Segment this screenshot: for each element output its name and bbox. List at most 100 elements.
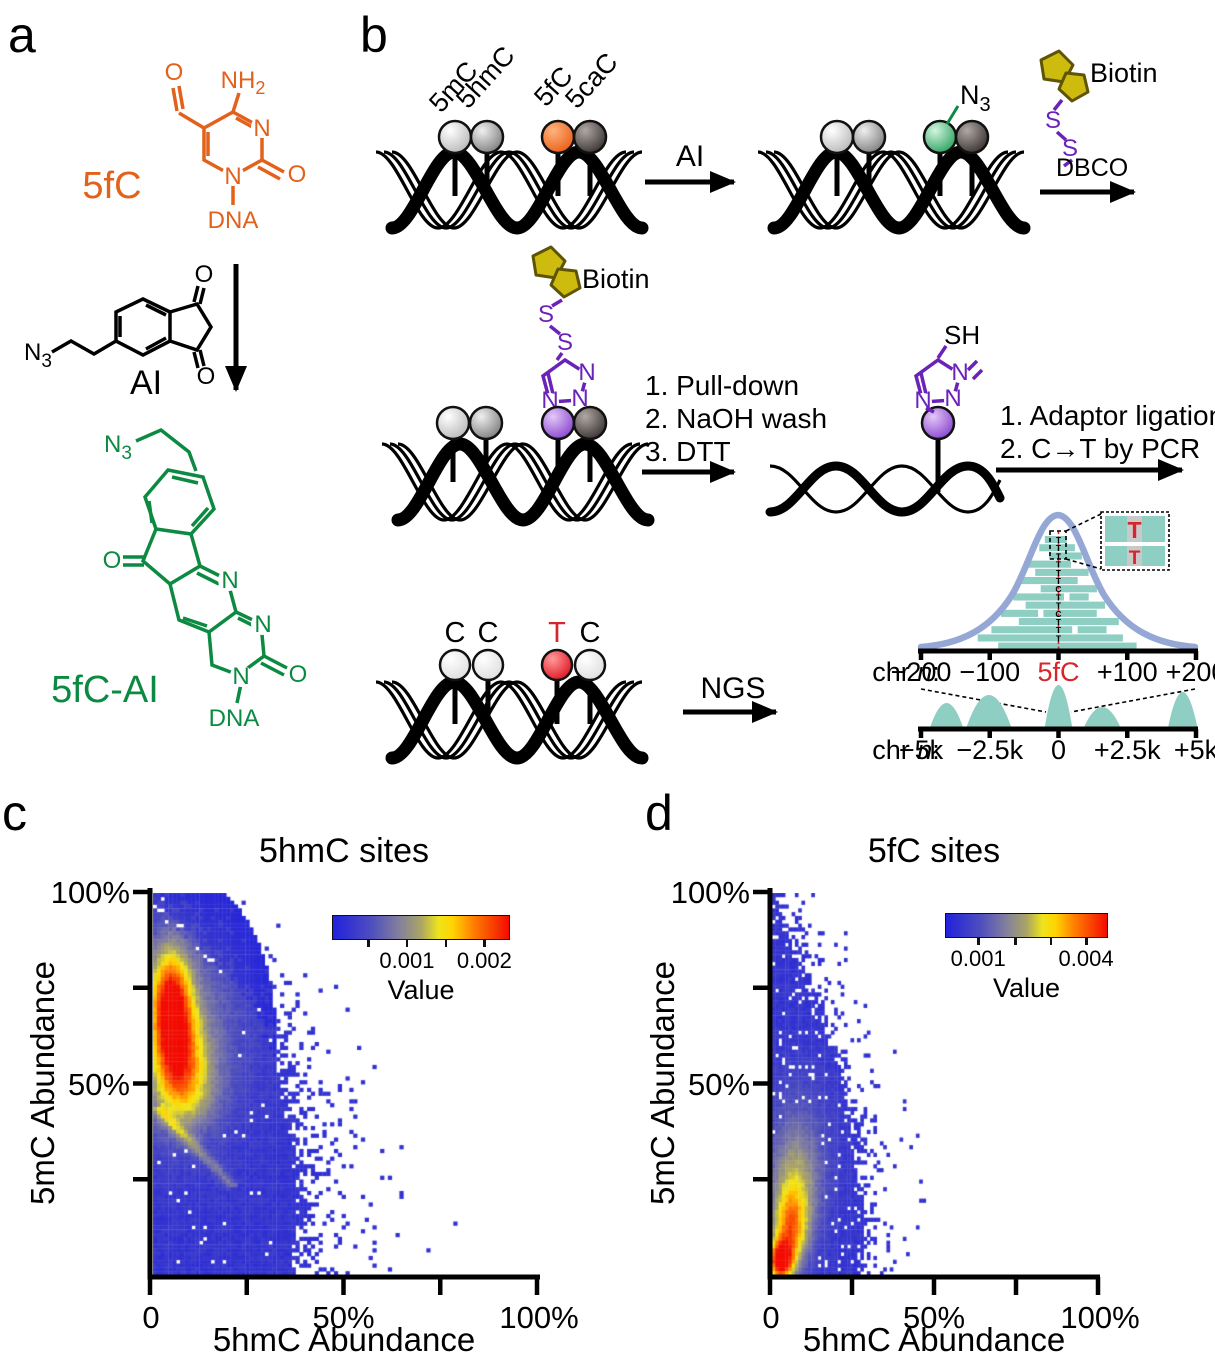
- molecule-name-ai: AI: [130, 364, 162, 402]
- step-adaptor: 1. Adaptor ligation: [1000, 400, 1215, 431]
- y-tick-50: 50%: [688, 1067, 750, 1102]
- n-atom: N: [254, 611, 271, 638]
- panel-b-label: b: [360, 7, 388, 63]
- base-letter-c: C: [445, 617, 466, 649]
- panel-c-label: c: [2, 785, 27, 841]
- chart-title-c: 5hmC sites: [259, 832, 429, 870]
- base-ball-thiol: [920, 405, 956, 441]
- panel-a-label: a: [8, 7, 36, 63]
- x-tick-0: 0: [762, 1300, 779, 1335]
- y-axis-label-c: 5mC Abundance: [24, 961, 61, 1205]
- base-ball-5cac: [572, 119, 608, 155]
- coverage-curve: [917, 511, 1199, 651]
- x-tick-50: 50%: [903, 1300, 965, 1335]
- nh2-atom: NH2: [221, 67, 266, 98]
- dna-label: DNA: [209, 705, 260, 732]
- colorbar-c: 0.001 0.002 Value: [332, 915, 512, 1005]
- colorbar-tick: [1049, 937, 1053, 945]
- panel-b-row3: C C T C NGS: [376, 617, 778, 758]
- base-letter-t: T: [548, 617, 566, 649]
- biotin-label: Biotin: [1090, 58, 1158, 88]
- tick-label: −100: [959, 657, 1020, 687]
- tick-label: +200: [1166, 657, 1215, 687]
- genome-peaks: [929, 685, 1198, 729]
- svg-text:T: T: [1056, 568, 1062, 578]
- chart-title-d: 5fC sites: [868, 832, 1000, 870]
- panel-b-row1: 5mC 5hmC 5fC 5caC AI N3 Biotin S S DBCO: [376, 40, 1158, 228]
- step-pulldown: 1. Pull-down: [645, 370, 799, 401]
- zoom-source-box: [1049, 530, 1067, 560]
- tick-label: −5k: [899, 735, 944, 765]
- o-atom: O: [165, 59, 184, 86]
- n-atom: N: [221, 567, 238, 594]
- colorbar-tick: [405, 939, 409, 947]
- svg-text:C: C: [1055, 584, 1061, 594]
- read-bars: [977, 536, 1137, 650]
- step-c-to-t: 2. C→T by PCR: [1000, 433, 1200, 464]
- base-ball-c: [573, 648, 607, 682]
- biotin-icon: [1039, 49, 1090, 103]
- svg-text:T: T: [1056, 551, 1062, 561]
- base-ball-c: [438, 648, 472, 682]
- colorbar-d: 0.001 0.004 Value: [945, 913, 1114, 1003]
- colorbar-tick-label: 0.001: [950, 946, 1006, 971]
- n-atom: N: [944, 385, 961, 412]
- base-letter-c: C: [580, 617, 601, 649]
- ai-arrow-label: AI: [676, 140, 704, 173]
- tick-label: 0: [1051, 735, 1066, 765]
- step-dtt: 3. DTT: [645, 436, 731, 467]
- n-atom: N: [232, 663, 249, 690]
- base-ball: [435, 405, 471, 441]
- ngs-arrow-label: NGS: [700, 672, 765, 705]
- azide-n3: N3: [960, 80, 991, 116]
- x-tick-50: 50%: [312, 1300, 374, 1335]
- base-ball-5mc: [437, 119, 473, 155]
- base-ball: [851, 119, 887, 155]
- o-atom: O: [288, 161, 307, 188]
- o-atom: O: [197, 363, 216, 390]
- panel-b-row2: Biotin S S N N N 1. Pull-down 2. NaOH wa…: [382, 245, 1215, 520]
- chr-n-label: chr n:: [872, 657, 940, 687]
- panel-a-ai-reagent: O O N3 AI: [24, 261, 215, 402]
- colorbar-title: Value: [992, 973, 1061, 1003]
- dna-helix: [382, 444, 648, 520]
- base-ball: [572, 405, 608, 441]
- y-axis-label-d: 5mC Abundance: [644, 961, 681, 1205]
- n-atom: N: [224, 163, 241, 190]
- molecule-name-5fc-ai: 5fC-AI: [51, 669, 159, 711]
- svg-text:T: T: [1056, 592, 1062, 602]
- panel-c-axes: 5hmC sites 100% 50% 0 50% 100% 5mC Abund…: [24, 832, 579, 1358]
- s-atom: S: [1062, 135, 1078, 162]
- n-atom: N: [951, 359, 968, 386]
- tt-inset: T T: [1100, 511, 1170, 571]
- dna-helix: [376, 152, 642, 228]
- svg-text:T: T: [1056, 625, 1062, 635]
- dna-label: DNA: [208, 207, 259, 234]
- x-tick-100: 100%: [499, 1300, 578, 1335]
- o-atom: O: [103, 547, 122, 574]
- svg-text:T: T: [1056, 617, 1062, 627]
- azide-n3: N3: [104, 431, 132, 464]
- tick-label: −200: [891, 657, 952, 687]
- panel-a-5fc-ai-product: O N N N O N3 DNA 5fC-AI: [51, 427, 308, 732]
- base-ball: [819, 119, 855, 155]
- y-tick-50: 50%: [68, 1067, 130, 1102]
- svg-text:T: T: [1056, 543, 1062, 553]
- dna-helix: [758, 152, 1024, 228]
- x-tick-0: 0: [142, 1300, 159, 1335]
- inset-t-top: T: [1127, 517, 1141, 543]
- heatmap-5fc-sites: [772, 893, 1099, 1275]
- y-tick-100: 100%: [51, 875, 130, 910]
- tick-label: +100: [1097, 657, 1158, 687]
- biotin-icon: [531, 245, 582, 299]
- s-atom: S: [1045, 107, 1061, 134]
- molecule-name-5fc: 5fC: [82, 165, 141, 207]
- chr-n-label: chr n:: [872, 735, 940, 765]
- base-ball-t: [540, 648, 574, 682]
- x-axis-label-d: 5hmC Abundance: [803, 1321, 1065, 1358]
- o-atom: O: [289, 661, 308, 688]
